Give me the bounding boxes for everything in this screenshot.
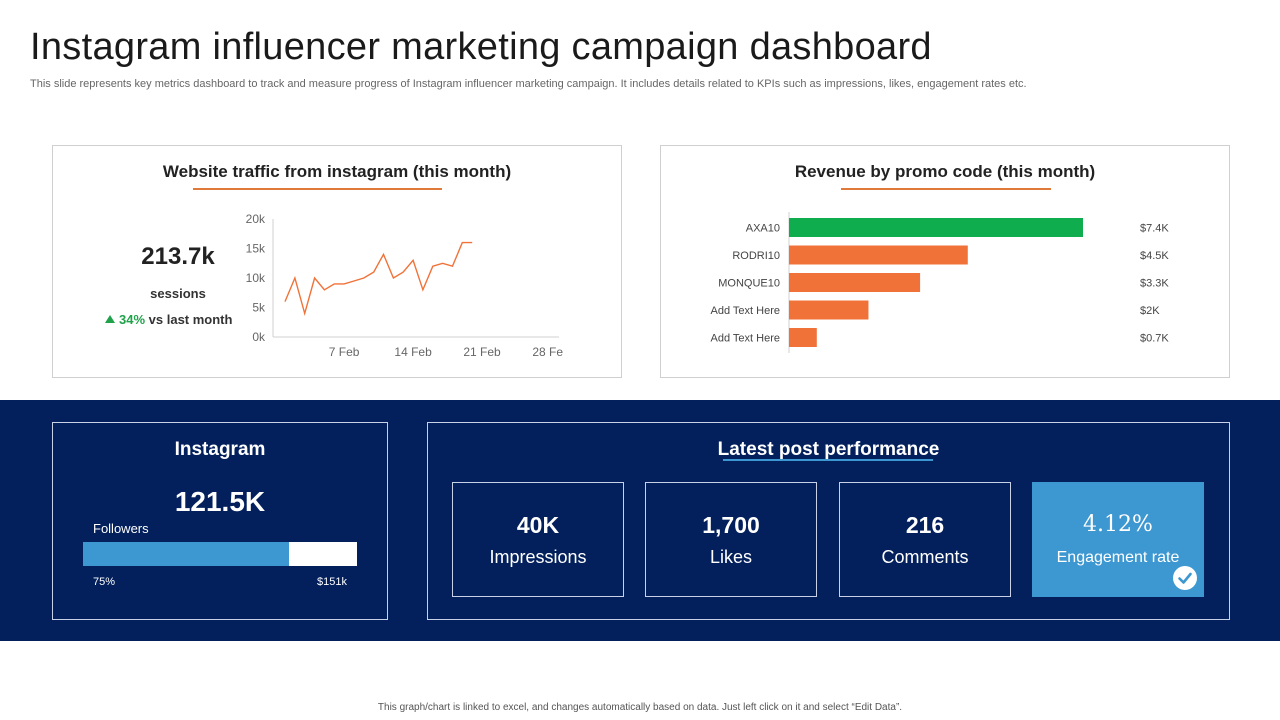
summary-band: Instagram 121.5K Followers 75% $151k Lat…	[0, 400, 1280, 641]
traffic-x-tick-label: 21 Feb	[463, 345, 501, 358]
revenue-chart-title: Revenue by promo code (this month)	[794, 162, 1096, 181]
followers-progress-fill	[83, 542, 289, 566]
change-percent: 34%	[119, 312, 146, 327]
revenue-value-label: $3.3K	[1140, 278, 1169, 290]
revenue-bar	[789, 300, 869, 320]
revenue-category-label: Add Text Here	[710, 305, 780, 317]
engagement-rate-label: Engagement rate	[1056, 549, 1180, 566]
revenue-value-label: $0.7K	[1140, 333, 1169, 345]
likes-value: 1,700	[702, 512, 760, 538]
likes-label: Likes	[709, 547, 753, 567]
sessions-change: 34% vs last month	[105, 312, 232, 327]
revenue-card: Revenue by promo code (this month) AXA10…	[660, 145, 1230, 378]
revenue-category-label: Add Text Here	[710, 333, 780, 345]
impressions-box: 40K Impressions	[452, 482, 624, 597]
engagement-rate-box: 4.12% Engagement rate	[1032, 482, 1204, 597]
revenue-bar	[789, 328, 817, 347]
likes-box: 1,700 Likes	[645, 482, 817, 597]
change-label: vs last month	[148, 312, 233, 327]
progress-left-label: 75%	[93, 576, 116, 588]
revenue-title-underline	[841, 188, 1051, 190]
revenue-value-label: $7.4K	[1140, 223, 1169, 235]
trend-up-icon	[105, 315, 115, 323]
revenue-category-label: AXA10	[746, 223, 780, 235]
impressions-label: Impressions	[489, 547, 587, 567]
traffic-y-tick-label: 20k	[246, 212, 266, 226]
revenue-bar	[789, 273, 921, 292]
traffic-line-chart: 0k 5k 10k 15k 20k 7 Feb 14 Feb 21 Feb 28 Feb	[246, 212, 563, 358]
revenue-bar	[789, 218, 1083, 237]
traffic-y-tick-label: 5k	[252, 301, 266, 315]
traffic-y-tick-label: 15k	[246, 242, 266, 256]
revenue-bar-chart: AXA10 $7.4K RODRI10 $4.5K MONQUE10 $3.3K Add T…	[710, 212, 1169, 353]
traffic-x-tick-label: 28 Feb	[532, 345, 563, 358]
instagram-card: Instagram 121.5K Followers 75% $151k	[52, 422, 388, 620]
comments-value: 216	[905, 512, 945, 538]
revenue-category-label: MONQUE10	[718, 278, 780, 290]
post-performance-underline	[723, 459, 933, 461]
post-performance-card: Latest post performance 40K Impressions …	[427, 422, 1230, 620]
progress-right-label: $151k	[317, 576, 347, 588]
traffic-card: Website traffic from instagram (this mon…	[52, 145, 622, 378]
instagram-title: Instagram	[174, 439, 266, 460]
footer-note: This graph/chart is linked to excel, and…	[377, 702, 903, 713]
comments-box: 216 Comments	[839, 482, 1011, 597]
engagement-rate-value: 4.12%	[1083, 512, 1153, 537]
page-title: Instagram influencer marketing campaign …	[30, 26, 932, 68]
traffic-chart-title: Website traffic from instagram (this mon…	[162, 162, 512, 181]
impressions-value: 40K	[516, 512, 560, 538]
page-subtitle: This slide represents key metrics dashbo…	[30, 78, 1027, 90]
revenue-bar	[789, 245, 968, 265]
followers-label: Followers	[93, 521, 149, 536]
revenue-category-label: RODRI10	[732, 250, 780, 262]
traffic-series-line	[284, 241, 473, 317]
checkmark-icon	[1173, 566, 1197, 590]
traffic-y-tick-label: 10k	[246, 271, 266, 285]
followers-progress-bar	[83, 542, 357, 566]
followers-value: 121.5K	[174, 486, 266, 517]
revenue-value-label: $2K	[1140, 305, 1160, 317]
traffic-y-tick-label: 0k	[252, 330, 266, 344]
revenue-value-label: $4.5K	[1140, 250, 1169, 262]
sessions-value: 213.7k	[141, 243, 215, 270]
sessions-label: sessions	[150, 286, 206, 301]
post-performance-title: Latest post performance	[717, 439, 940, 460]
traffic-x-tick-label: 14 Feb	[394, 345, 432, 358]
comments-label: Comments	[881, 547, 969, 567]
traffic-x-tick-label: 7 Feb	[329, 345, 360, 358]
traffic-title-underline	[193, 188, 442, 190]
